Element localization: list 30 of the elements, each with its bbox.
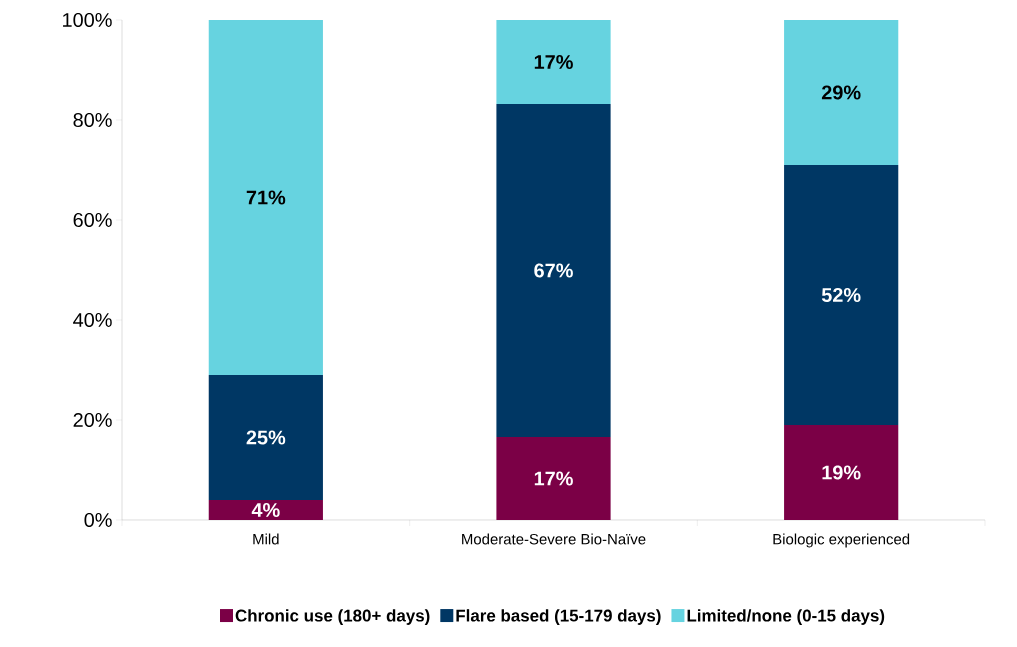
legend-label: Chronic use (180+ days) <box>235 609 430 625</box>
data-label: 4% <box>251 502 280 517</box>
data-label: 67% <box>534 263 573 278</box>
bar <box>496 19 611 104</box>
data-label: 19% <box>822 465 861 480</box>
y-tick-label: 40% <box>73 312 112 328</box>
y-tick-label: 100% <box>63 12 112 28</box>
y-tick-label: 20% <box>73 412 112 428</box>
data-label: 17% <box>534 54 573 69</box>
bar <box>496 103 611 437</box>
x-tick-label: Mild <box>253 533 279 545</box>
y-tick-label: 60% <box>73 212 112 228</box>
data-label: 71% <box>246 190 286 205</box>
bar <box>784 164 899 425</box>
y-tick-label: 0% <box>84 512 112 528</box>
bar <box>208 499 323 520</box>
legend-label: Flare based (15-179 days) <box>456 609 661 625</box>
bar <box>208 19 323 375</box>
data-label: 25% <box>246 430 286 445</box>
x-tick-label: Biologic experienced <box>773 533 910 548</box>
x-tick-label: Moderate-Severe Bio-Naïve <box>462 533 646 545</box>
data-label: 29% <box>821 85 861 100</box>
legend-label: Limited/none (0-15 days) <box>687 609 885 625</box>
bar <box>496 436 611 520</box>
data-label: 52% <box>821 287 861 303</box>
bar <box>784 424 899 520</box>
bar <box>208 374 323 500</box>
bar <box>784 19 899 165</box>
y-tick-label: 80% <box>73 112 112 128</box>
data-label: 17% <box>534 471 573 486</box>
